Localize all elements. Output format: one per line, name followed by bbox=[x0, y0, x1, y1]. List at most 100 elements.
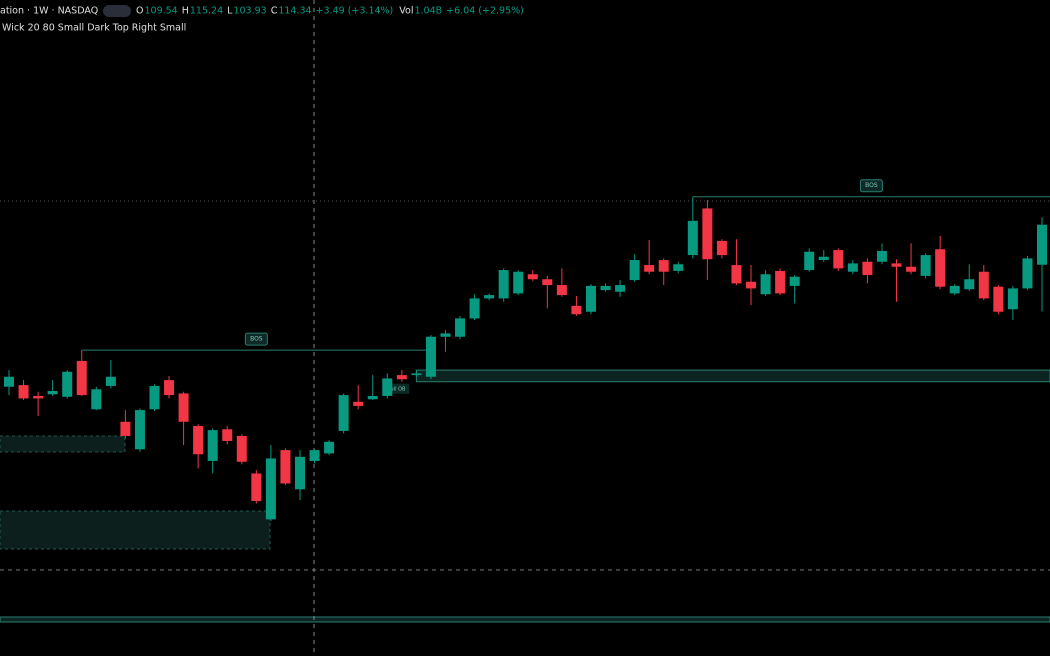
candle-body bbox=[949, 285, 960, 294]
candle-body bbox=[33, 395, 44, 399]
candle-body bbox=[440, 333, 451, 337]
ob-label: Bull OB bbox=[387, 386, 406, 392]
candle-body bbox=[862, 261, 873, 276]
ohlc-label: C bbox=[271, 6, 278, 17]
candle-body bbox=[746, 281, 757, 289]
ohlc: O 109.54 H 115.24 L 103.93 C 114.34 +3.49 (+3.14… bbox=[136, 6, 524, 17]
candle-body bbox=[935, 249, 946, 287]
candle-body bbox=[906, 266, 917, 272]
candle-body bbox=[891, 263, 902, 267]
ob-badge bbox=[383, 383, 410, 394]
candle-body bbox=[1022, 258, 1033, 289]
candle-body bbox=[164, 380, 175, 396]
candle-body bbox=[818, 256, 829, 261]
candle-body bbox=[105, 376, 116, 386]
candle-body bbox=[833, 250, 844, 269]
candle-body bbox=[207, 430, 218, 461]
ohlc-value: 103.93 bbox=[233, 6, 266, 17]
plot: Bull OB BOS BOS bbox=[4, 179, 1050, 521]
candle-body bbox=[673, 264, 684, 271]
candle-body bbox=[382, 378, 393, 396]
volume-label: Vol bbox=[399, 6, 413, 17]
candle-body bbox=[993, 286, 1004, 312]
demand-zone bbox=[0, 510, 271, 550]
ohlc-value: 115.24 bbox=[190, 6, 223, 17]
candle-body bbox=[76, 360, 87, 396]
candle-body bbox=[47, 390, 58, 395]
candle-body bbox=[193, 425, 204, 455]
candle-body bbox=[178, 393, 189, 422]
candle-body bbox=[149, 385, 160, 410]
bos-badge bbox=[859, 179, 883, 193]
candle-body bbox=[411, 373, 422, 376]
candle-body bbox=[644, 265, 655, 272]
change: +3.49 (+3.14%) bbox=[316, 6, 394, 17]
candle-body bbox=[1007, 288, 1018, 310]
indicator: Wick 20 80 Small Dark Top Right Small bbox=[2, 23, 186, 34]
candle-body bbox=[600, 285, 611, 291]
candle-body bbox=[396, 375, 407, 380]
bos-label: BOS bbox=[250, 336, 263, 343]
demand-zone bbox=[0, 435, 126, 453]
candle-body bbox=[658, 260, 669, 272]
volume: 1.04B bbox=[414, 6, 442, 17]
candle-body bbox=[498, 270, 509, 299]
candle-body bbox=[1037, 224, 1047, 265]
candle-body bbox=[455, 318, 466, 337]
candle-body bbox=[134, 410, 145, 450]
candle-body bbox=[294, 456, 305, 490]
candle-body bbox=[556, 285, 567, 296]
bos-badge bbox=[244, 332, 268, 346]
candle-body bbox=[527, 274, 538, 280]
candle-body bbox=[760, 274, 771, 295]
volume-change: +6.04 (+2.95%) bbox=[446, 6, 524, 17]
zone-band bbox=[0, 616, 1050, 623]
candle-body bbox=[236, 435, 247, 462]
candle-body bbox=[4, 376, 14, 387]
candle-body bbox=[338, 395, 349, 431]
ohlc-value: 114.34 bbox=[278, 6, 311, 17]
candle-body bbox=[265, 458, 276, 520]
candle-body bbox=[964, 279, 975, 290]
candle-body bbox=[847, 263, 858, 272]
candle-body bbox=[702, 208, 713, 260]
candle-body bbox=[120, 421, 131, 436]
candle-body bbox=[629, 260, 640, 281]
candle-body bbox=[585, 285, 596, 312]
candle-body bbox=[789, 276, 800, 286]
candle-body bbox=[804, 251, 815, 271]
candle-body bbox=[484, 295, 495, 299]
toggle[interactable] bbox=[103, 5, 131, 17]
candle-body bbox=[222, 429, 233, 441]
candle-body bbox=[425, 336, 436, 377]
ohlc-value: 109.54 bbox=[144, 6, 177, 17]
order-block bbox=[415, 369, 1050, 383]
candle-body bbox=[615, 285, 626, 292]
ohlc-label: H bbox=[182, 6, 189, 17]
candle-body bbox=[280, 450, 291, 484]
candle-body bbox=[251, 473, 262, 501]
candle-body bbox=[309, 450, 320, 461]
candle-body bbox=[513, 271, 524, 294]
ohlc-label: O bbox=[136, 6, 143, 17]
bos-label: BOS bbox=[865, 182, 878, 189]
candle-body bbox=[18, 385, 29, 399]
candle-body bbox=[324, 441, 335, 454]
candle-body bbox=[542, 279, 553, 286]
candle-body bbox=[687, 220, 698, 256]
candle-body bbox=[716, 240, 727, 256]
candle-body bbox=[62, 371, 73, 397]
candle-body bbox=[920, 255, 931, 276]
candle-body bbox=[353, 401, 364, 406]
candle-body bbox=[876, 250, 887, 262]
candle-body bbox=[469, 298, 480, 319]
candle-body bbox=[978, 271, 989, 299]
ohlc-label: L bbox=[227, 6, 233, 17]
candle-body bbox=[367, 395, 378, 400]
candle-body bbox=[775, 270, 786, 294]
symbol: ation · 1W · NASDAQ bbox=[0, 6, 98, 17]
candle-body bbox=[571, 305, 582, 315]
